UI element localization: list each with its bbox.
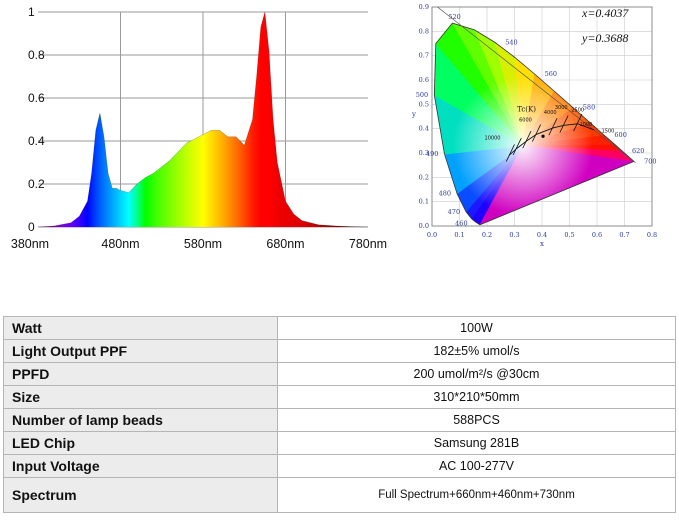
- cct-label: 2500: [571, 108, 584, 114]
- x-tick-label: 0.6: [592, 231, 602, 239]
- spec-value: 310*210*50mm: [277, 385, 676, 409]
- cct-label: 10000: [485, 136, 501, 142]
- wavelength-label: 460: [455, 220, 467, 228]
- spec-key: PPFD: [3, 362, 278, 386]
- spec-key: LED Chip: [3, 431, 278, 455]
- x-tick-label: 0.2: [482, 231, 492, 239]
- spectrum-line: [37, 11, 369, 228]
- wavelength-label: 520: [448, 13, 460, 21]
- x-tick-label: 0.4: [537, 231, 547, 239]
- x-tick-label: 680nm: [266, 237, 304, 251]
- cct-label: 2000: [580, 122, 593, 128]
- x-tick-label: 380nm: [11, 237, 49, 251]
- y-tick-label: 0.5: [419, 100, 429, 108]
- cct-label: 6000: [519, 117, 532, 123]
- isotherm-line: [522, 130, 532, 149]
- white-glow: [452, 75, 593, 216]
- tc-label: Tc(K): [517, 106, 536, 114]
- y-tick-label: 0.6: [28, 91, 45, 105]
- x-tick-label: 580nm: [184, 237, 222, 251]
- gamut-fill: [434, 23, 634, 225]
- table-row: Number of lamp beads 588PCS: [3, 408, 676, 432]
- spec-key: Size: [3, 385, 278, 409]
- chromaticity-point: [541, 134, 545, 138]
- spec-value: Full Spectrum+660nm+460nm+730nm: [277, 477, 676, 513]
- isotherm-line: [505, 144, 515, 162]
- plot-frame: [431, 6, 653, 227]
- y-tick-label: 0.2: [419, 173, 429, 181]
- y-tick-label: 0.3: [419, 149, 429, 157]
- x-tick-label: 0.1: [454, 231, 464, 239]
- y-tick-label: 0.1: [419, 198, 429, 206]
- wavelength-label: 620: [632, 147, 644, 155]
- x-tick-label: 0.7: [619, 231, 629, 239]
- spec-key: Light Output PPF: [3, 339, 278, 363]
- spec-key: Input Voltage: [3, 454, 278, 478]
- x-tick-label: 0.0: [427, 231, 437, 239]
- spec-value: 100W: [277, 316, 676, 340]
- y-tick-label: 0.2: [28, 177, 45, 191]
- wavelength-label: 600: [614, 131, 626, 139]
- x-tick-label: 480nm: [101, 237, 139, 251]
- spec-value: 200 umol/m²/s @30cm: [277, 362, 676, 386]
- spectrum-area: [38, 12, 368, 227]
- wavelength-label: 580: [583, 103, 595, 111]
- table-row: Watt 100W: [3, 316, 676, 340]
- y-tick-label: 0.7: [419, 52, 429, 60]
- y-tick-label: 0: [28, 220, 35, 234]
- table-row: Input Voltage AC 100-277V: [3, 454, 676, 478]
- table-row: Spectrum Full Spectrum+660nm+460nm+730nm: [3, 477, 676, 513]
- spectrum-chart: 0 0.2 0.4 0.6 0.8 1 380nm 480nm 580nm 680nm 780nm: [11, 5, 387, 251]
- spec-key: Watt: [3, 316, 278, 340]
- spec-key: Number of lamp beads: [3, 408, 278, 432]
- spec-table: Watt 100W Light Output PPF 182±5% umol/s…: [3, 316, 676, 513]
- y-axis-label: y: [411, 111, 416, 119]
- y-coordinate-label: y=0.3688: [581, 31, 628, 45]
- isotherm-line: [559, 115, 569, 133]
- x-coordinate-label: x=0.4037: [581, 6, 629, 20]
- isotherm-line: [532, 124, 541, 142]
- guide-line: [437, 6, 636, 164]
- table-row: LED Chip Samsung 281B: [3, 431, 676, 455]
- x-tick-label: 0.8: [647, 231, 657, 239]
- x-axis-label: x: [540, 240, 544, 248]
- x-tick-label: 0.3: [509, 231, 519, 239]
- spectral-locus: [433, 22, 635, 226]
- spec-value: Samsung 281B: [277, 431, 676, 455]
- wavelength-label: 490: [426, 150, 438, 158]
- y-tick-label: 0.8: [28, 48, 45, 62]
- spec-value: AC 100-277V: [277, 454, 676, 478]
- x-tick-label: 780nm: [349, 237, 387, 251]
- cct-label: 4000: [544, 110, 557, 116]
- cct-label: 3000: [555, 105, 568, 111]
- isotherm-line: [573, 113, 583, 132]
- wavelength-label: 500: [416, 91, 428, 99]
- wavelength-label: 700: [644, 158, 656, 166]
- wavelength-label: 560: [545, 70, 557, 78]
- y-tick-label: 1: [28, 5, 35, 19]
- table-row: PPFD 200 umol/m²/s @30cm: [3, 362, 676, 386]
- planckian-locus: [508, 123, 595, 156]
- isotherm-line: [512, 137, 522, 156]
- wavelength-label: 470: [448, 208, 460, 216]
- spec-key: Spectrum: [3, 477, 278, 513]
- x-tick-label: 0.5: [564, 231, 574, 239]
- y-tick-label: 0.4: [28, 134, 45, 148]
- wavelength-label: 540: [505, 39, 517, 47]
- table-row: Size 310*210*50mm: [3, 385, 676, 409]
- isotherm-line: [548, 118, 558, 136]
- wavelength-label: 480: [439, 190, 451, 198]
- spec-value: 182±5% umol/s: [277, 339, 676, 363]
- y-tick-label: 0.0: [419, 222, 429, 230]
- spec-value: 588PCS: [277, 408, 676, 432]
- table-row: Light Output PPF 182±5% umol/s: [3, 339, 676, 363]
- cct-label: 1500: [602, 128, 615, 134]
- y-tick-label: 0.8: [419, 27, 429, 35]
- y-tick-label: 0.9: [419, 3, 429, 11]
- y-tick-label: 0.4: [419, 125, 429, 133]
- y-tick-label: 0.6: [419, 76, 429, 84]
